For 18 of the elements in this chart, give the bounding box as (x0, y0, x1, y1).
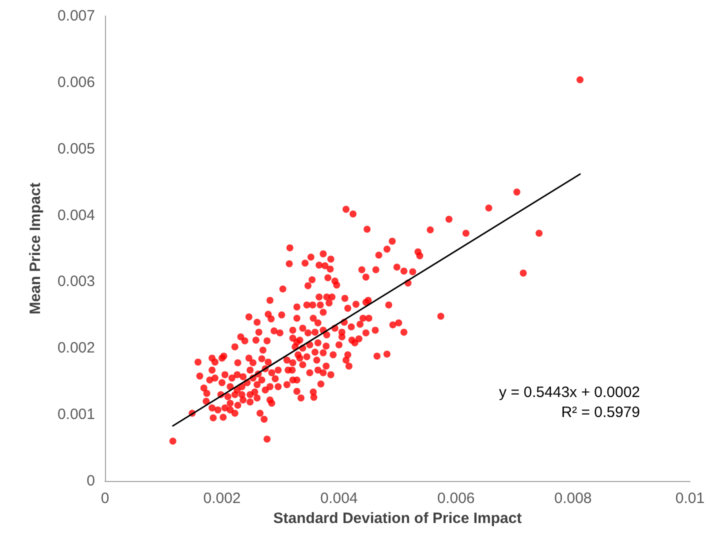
y-tick-label: 0.005 (57, 140, 95, 158)
x-tick-label: 0.004 (320, 490, 358, 507)
y-tick-label: 0.006 (57, 74, 95, 91)
annotation: y = 0.5443x + 0.0002 (499, 384, 640, 401)
y-tick-label: 0.001 (57, 406, 95, 424)
x-tick-label: 0.002 (203, 490, 241, 507)
y-tick-label: 0.007 (57, 8, 95, 24)
y-tick-label: 0.002 (57, 340, 95, 357)
x-tick-label: 0.006 (437, 490, 475, 507)
y-tick-label: 0.003 (57, 273, 95, 290)
annotation: R² = 0.5979 (561, 404, 640, 421)
x-tick-label: 0.008 (554, 490, 592, 507)
x-axis-title: Standard Deviation of Price Impact (273, 510, 522, 527)
y-tick-label: 0 (86, 472, 95, 490)
x-tick-label: 0 (100, 490, 110, 507)
x-tick-label: 0.01 (675, 490, 705, 507)
y-tick-label: 0.004 (57, 206, 95, 224)
y-axis-title: Mean Price Impact (27, 182, 44, 314)
